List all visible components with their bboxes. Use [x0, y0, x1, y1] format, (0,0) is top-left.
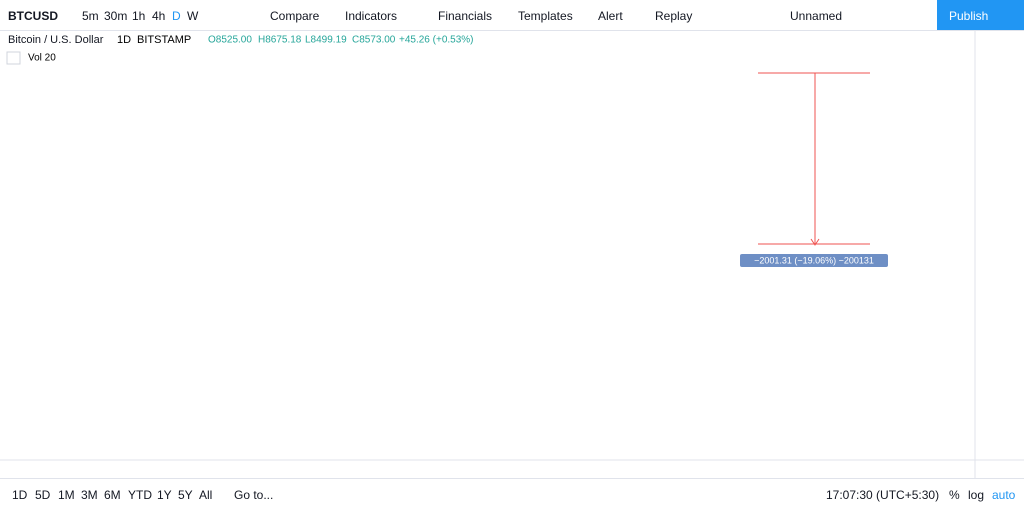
button[interactable]: Replay	[655, 9, 693, 23]
collapse-button[interactable]	[6, 51, 21, 65]
button[interactable]: Alert	[598, 9, 623, 23]
legend-interval: 1D	[117, 34, 131, 46]
button[interactable]: Templates	[518, 9, 573, 23]
range[interactable]: 5Y	[178, 488, 193, 502]
toolbar: BTCUSD 5m 30m 1h 4h D W Compare Indicato…	[0, 0, 1024, 31]
option[interactable]: %	[949, 488, 960, 502]
legend-exchange: BITSTAMP	[137, 34, 191, 46]
indicator-label: Vol 20	[28, 53, 56, 64]
range[interactable]: All	[199, 488, 213, 502]
interval[interactable]: 4h	[152, 9, 166, 23]
layout-name[interactable]: Unnamed	[790, 9, 843, 23]
legend-value: O8525.00	[208, 35, 252, 46]
measure-arrowhead	[810, 238, 820, 246]
interval[interactable]: 5m	[82, 9, 99, 23]
range[interactable]: 5D	[35, 488, 51, 502]
range[interactable]: 1Y	[157, 488, 172, 502]
publish-button[interactable]: Publish	[937, 0, 1024, 30]
symbol[interactable]: BTCUSD	[8, 9, 58, 23]
range[interactable]: 1M	[58, 488, 75, 502]
range[interactable]: YTD	[128, 488, 152, 502]
legend-name: Bitcoin / U.S. Dollar	[8, 34, 104, 46]
measure-box	[740, 254, 888, 267]
button[interactable]: Financials	[438, 9, 493, 23]
chart: −2001.31 (−19.06%) −200131 Bitcoin / U.S…	[0, 30, 1024, 478]
measure-label: −2001.31 (−19.06%) −200131	[754, 255, 874, 265]
button[interactable]: Compare	[270, 9, 320, 23]
clock: 17:07:30 (UTC+5:30)	[826, 488, 940, 502]
legend-value: L8499.19	[305, 35, 347, 46]
bottom-bar: 1D 5D 1M 3M 6M YTD 1Y 5Y All Go to... 17…	[0, 478, 1024, 509]
goto[interactable]: Go to...	[234, 488, 274, 502]
legend-value: +45.26 (+0.53%)	[399, 35, 474, 46]
range[interactable]: 3M	[81, 488, 98, 502]
legend-value: C8573.00	[352, 35, 396, 46]
range[interactable]: 1D	[12, 488, 28, 502]
option[interactable]: auto	[992, 488, 1016, 502]
interval[interactable]: 1h	[132, 9, 146, 23]
button[interactable]: Indicators	[345, 9, 398, 23]
measure-tool: −2001.31 (−19.06%) −200131	[740, 72, 888, 267]
option[interactable]: log	[968, 488, 985, 502]
range[interactable]: 6M	[104, 488, 121, 502]
interval[interactable]: W	[187, 9, 199, 23]
interval[interactable]: 30m	[104, 9, 128, 23]
publish-label[interactable]: Publish	[949, 9, 989, 23]
legend-value: H8675.18	[258, 35, 302, 46]
interval[interactable]: D	[172, 9, 181, 23]
